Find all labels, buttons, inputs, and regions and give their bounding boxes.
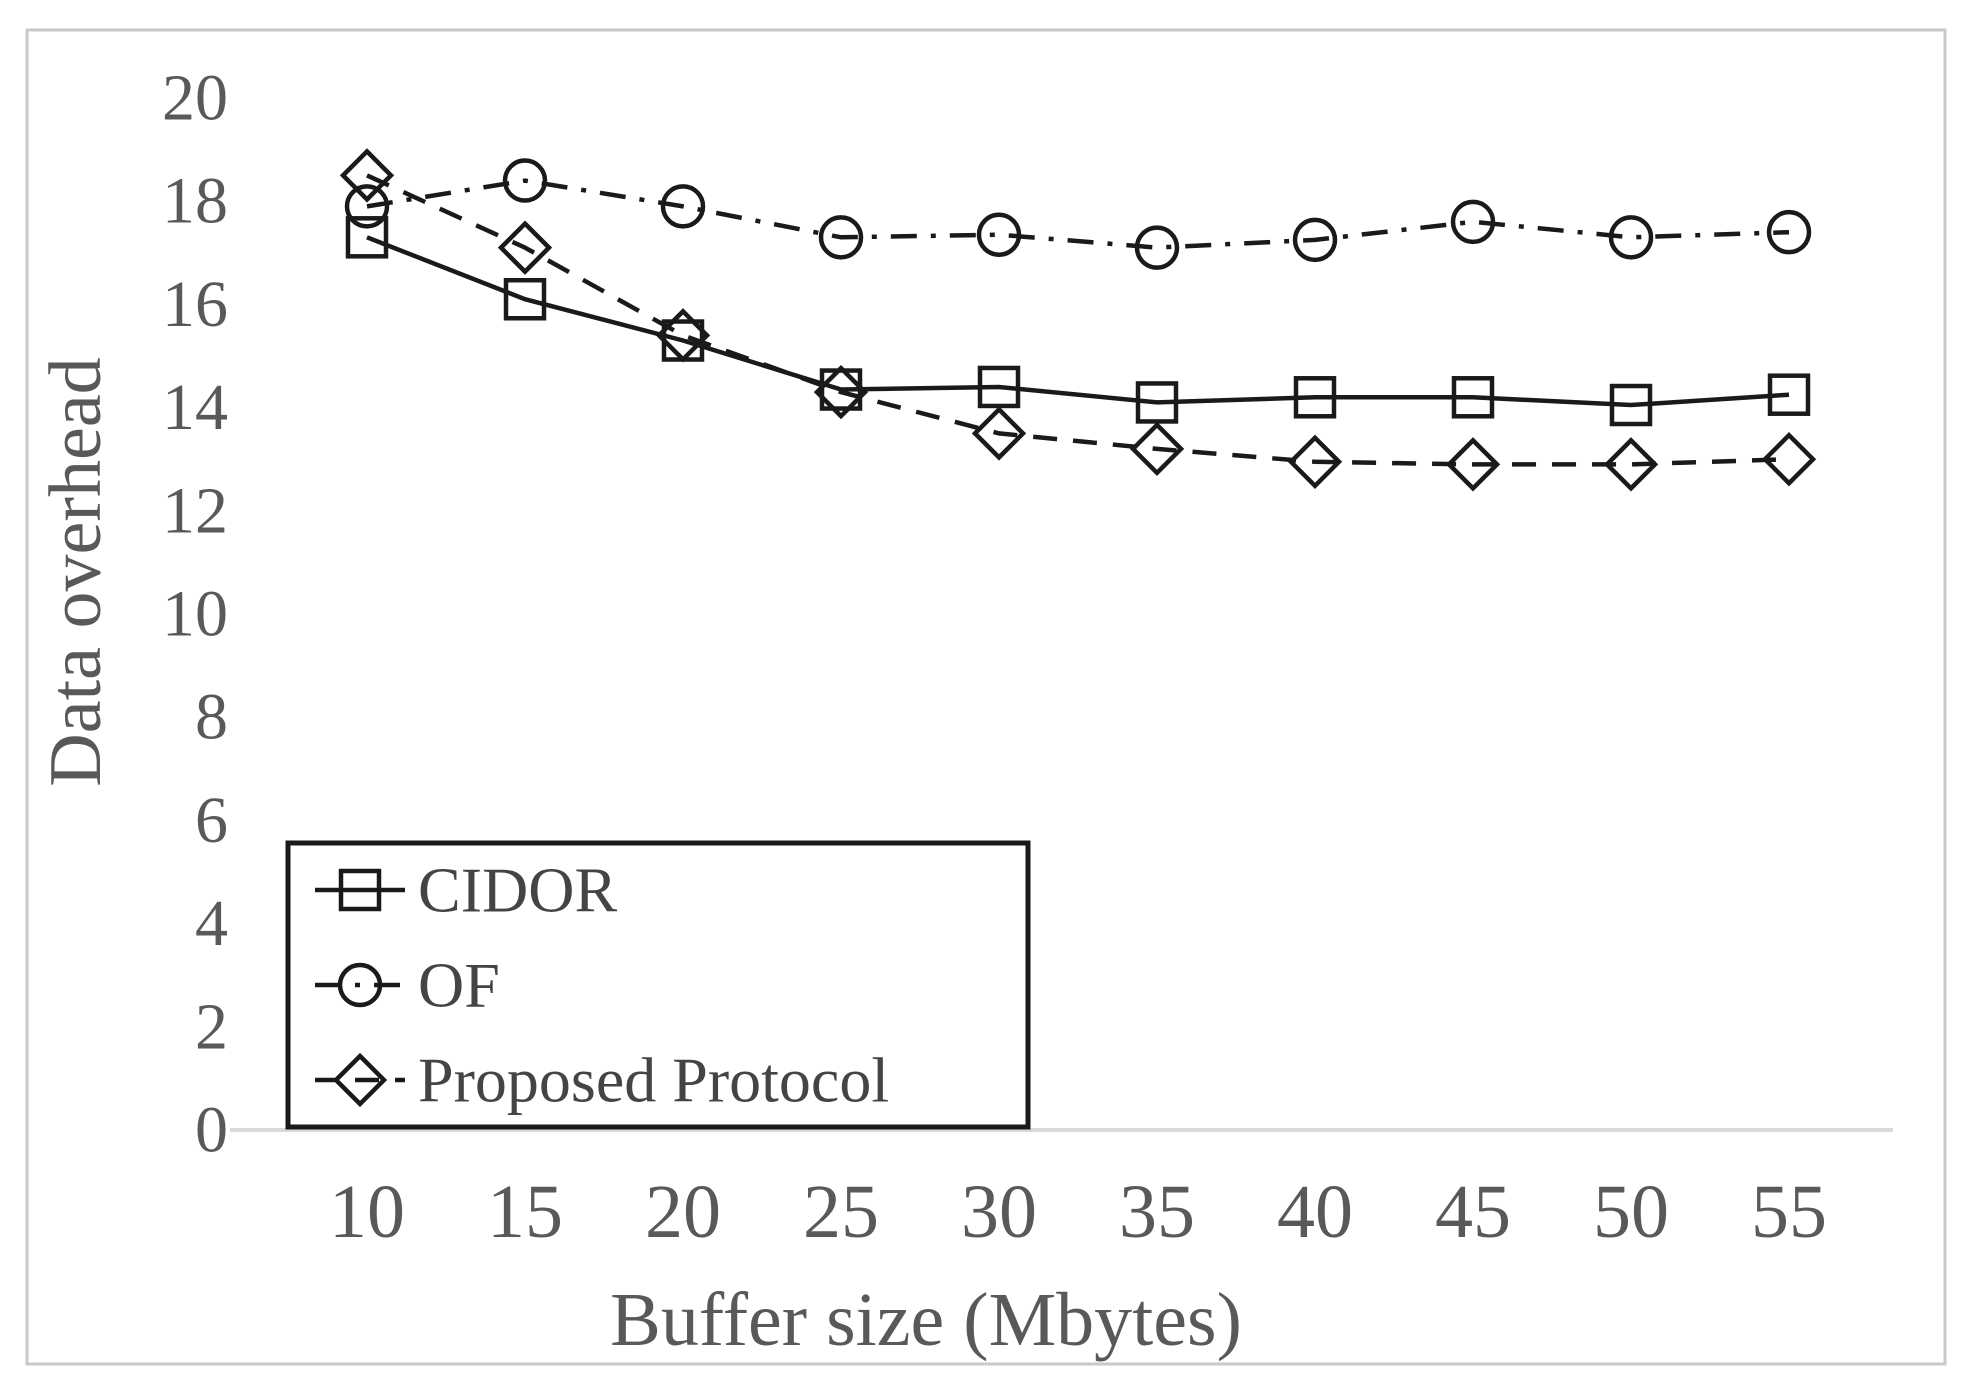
series-of-marker [502,158,548,203]
series-cidor-marker [1293,376,1337,419]
y-tick-label: 4 [195,887,228,960]
y-tick-label: 8 [195,681,228,754]
series-proposed-protocol-marker [1761,432,1817,487]
legend-marker-square-icon [338,868,382,912]
series-proposed-protocol-marker [813,364,869,420]
series-proposed-protocol-line [366,173,1790,467]
x-tick-label: 35 [1119,1170,1195,1254]
series-of-marker [818,215,864,260]
series-proposed-protocol-marker [497,220,553,275]
legend-box [285,840,1031,1130]
series-cidor-marker [503,277,547,321]
series-of-marker [1608,215,1654,260]
x-tick-label: 25 [803,1170,879,1254]
x-tick-label: 10 [329,1170,405,1254]
y-tick-label: 10 [162,578,228,651]
series-proposed-protocol [339,148,1817,492]
series-of-marker [344,184,390,229]
series-cidor-marker [977,365,1021,409]
x-tick-label: 55 [1751,1170,1827,1254]
legend-marker-circle-icon [337,962,383,1008]
y-axis-title: Data overhead [35,357,117,786]
x-tick-label: 40 [1277,1170,1353,1254]
legend-label-cidor: CIDOR [418,855,617,926]
series-proposed-protocol-marker [1603,437,1659,492]
series-of-marker [1766,209,1812,255]
legend-item-of: OF [315,950,500,1021]
series-proposed-protocol-marker [1445,437,1501,492]
series-of-marker [1134,225,1180,270]
x-tick-label: 50 [1593,1170,1669,1254]
series-proposed-protocol-marker [1129,421,1185,477]
series-cidor-marker [1135,381,1179,424]
y-tick-label: 2 [195,990,228,1063]
y-tick-label: 12 [162,474,228,547]
series-of-marker [660,184,706,229]
y-tick-label: 14 [162,371,228,444]
y-tick-label: 6 [195,784,228,857]
series-cidor-marker [345,216,389,259]
series-of-marker [976,212,1022,257]
series-proposed-protocol-marker [655,308,711,363]
y-tick-labels: 0 2 4 6 8 10 12 14 16 18 20 [162,62,228,1167]
series-of-marker [1450,199,1496,245]
series-of [344,158,1812,270]
y-tick-label: 18 [162,165,228,238]
legend-item-proposed-protocol: Proposed Protocol [315,1045,889,1116]
series-layer [339,148,1817,492]
series-of-marker [1292,217,1338,263]
legend-item-cidor: CIDOR [315,855,617,926]
legend-items: CIDOR OF Proposed Protocol [315,855,889,1116]
series-cidor-line [366,235,1790,408]
series-proposed-protocol-marker [339,148,395,203]
y-tick-label: 20 [162,62,228,135]
figure-border [25,28,1947,1366]
x-tick-label: 30 [961,1170,1037,1254]
y-tick-label: 16 [162,268,228,341]
series-of-line [366,178,1790,250]
legend-marker-diamond-icon [332,1052,388,1108]
series-cidor-marker [1451,376,1495,419]
legend-label-of: OF [418,950,500,1021]
x-tick-label: 15 [487,1170,563,1254]
series-cidor-marker [1767,373,1811,416]
x-tick-labels: 10 15 20 25 30 35 40 45 50 55 [329,1170,1827,1254]
x-tick-label: 20 [645,1170,721,1254]
x-axis-title: Buffer size (Mbytes) [610,1278,1242,1362]
x-tick-label: 45 [1435,1170,1511,1254]
series-cidor-marker [1609,383,1653,427]
series-proposed-protocol-marker [1287,434,1343,489]
y-tick-label: 0 [195,1094,228,1167]
legend-label-proposed-protocol: Proposed Protocol [418,1045,889,1116]
legend: CIDOR OF Proposed Protocol [285,840,1031,1130]
series-proposed-protocol-marker [971,406,1027,461]
